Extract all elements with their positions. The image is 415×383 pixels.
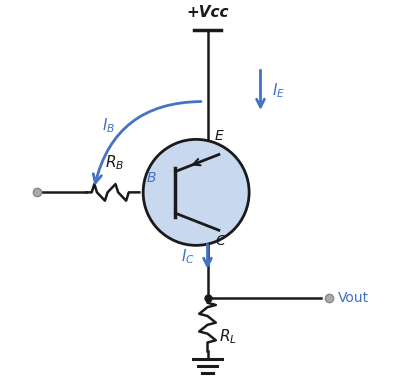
Text: E: E	[215, 129, 224, 143]
Text: B: B	[147, 171, 156, 185]
Circle shape	[143, 139, 249, 246]
Text: +Vcc: +Vcc	[186, 5, 229, 20]
Text: $I_E$: $I_E$	[272, 81, 285, 100]
FancyArrowPatch shape	[93, 101, 201, 183]
Text: $I_B$: $I_B$	[102, 117, 115, 136]
Text: $R_B$: $R_B$	[105, 153, 124, 172]
Text: C: C	[215, 234, 225, 248]
Text: $I_C$: $I_C$	[181, 247, 195, 266]
Text: Vout: Vout	[338, 291, 369, 305]
Text: $R_L$: $R_L$	[219, 327, 237, 345]
